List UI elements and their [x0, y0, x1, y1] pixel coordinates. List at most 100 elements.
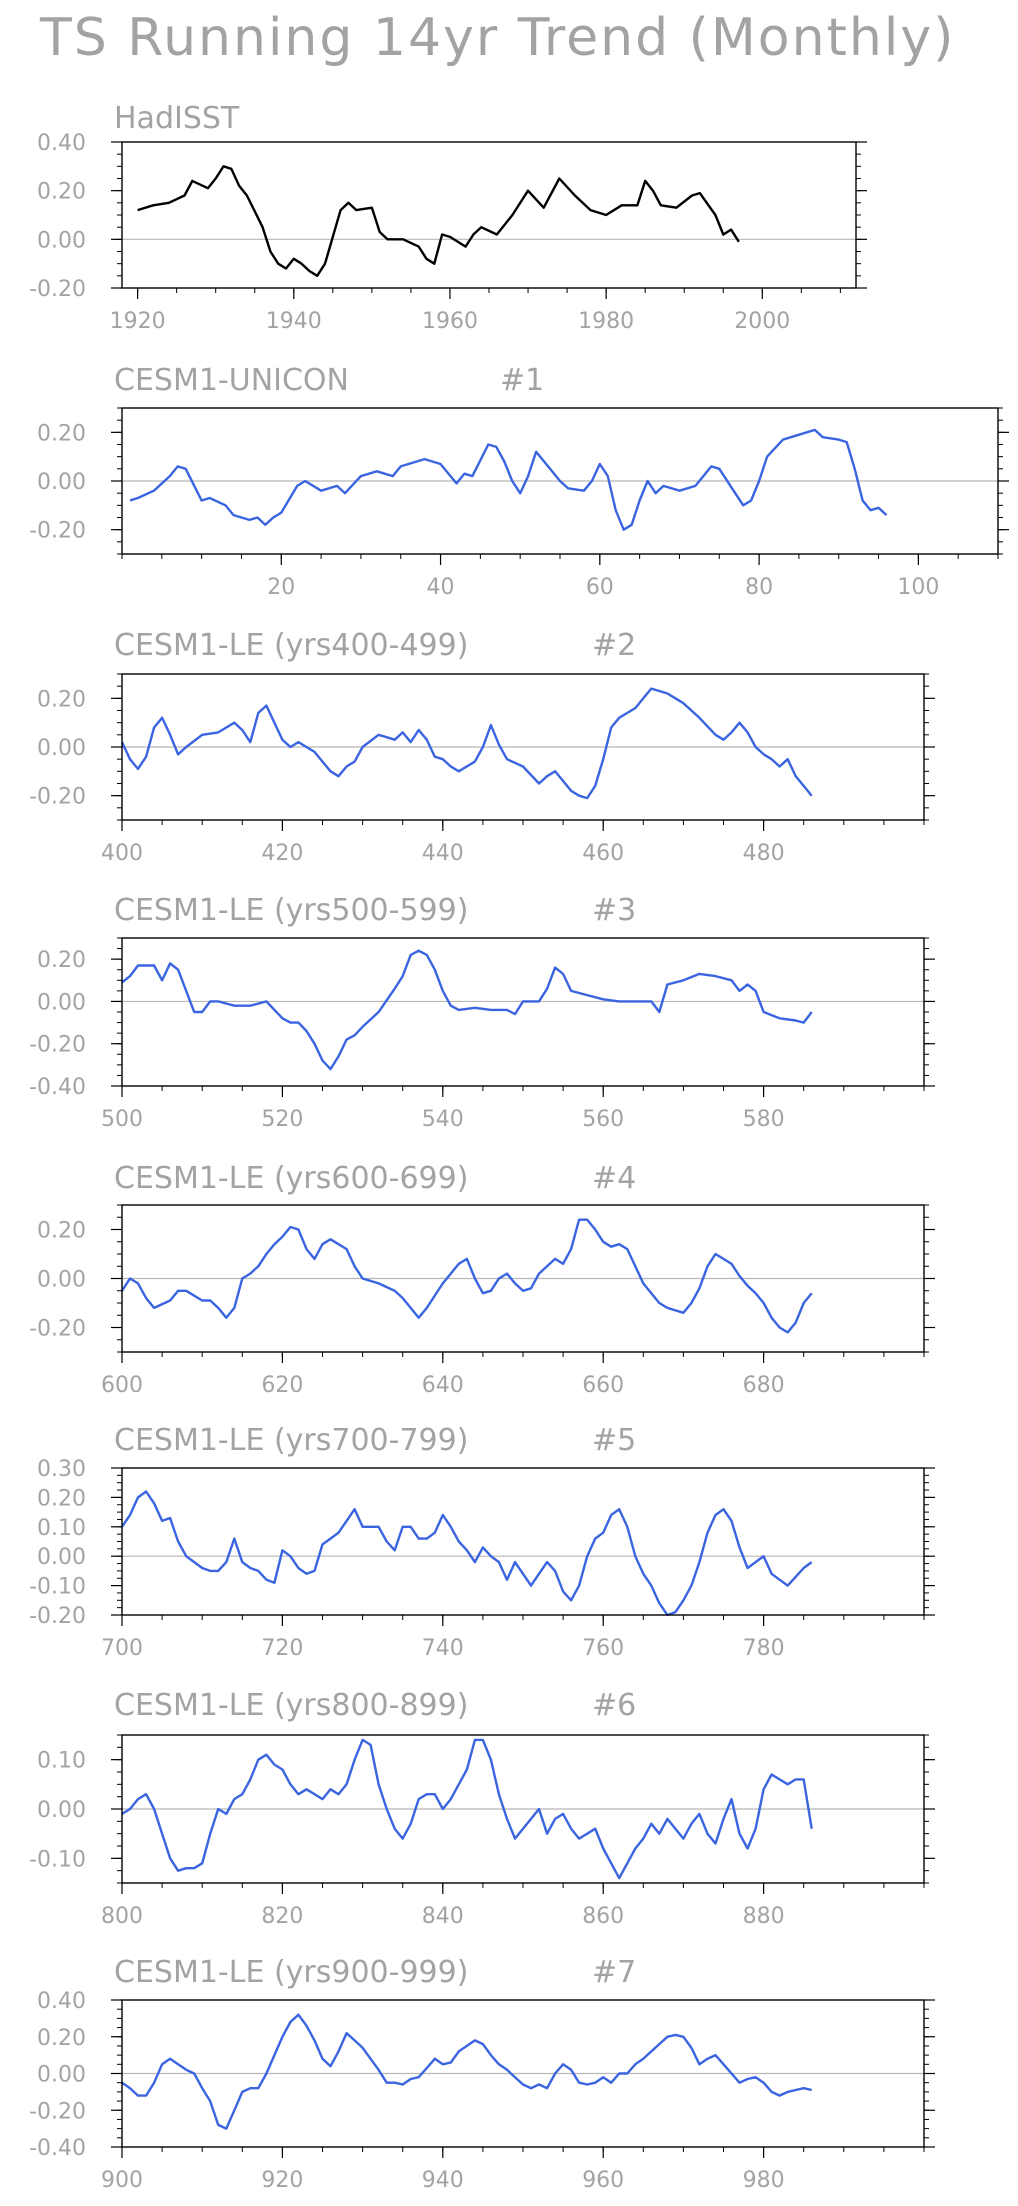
panel-run-tag: #1 [500, 363, 544, 398]
x-tick-label: 500 [101, 1107, 143, 1132]
x-tick-label: 940 [422, 2168, 464, 2193]
y-tick-label: 0.40 [37, 1989, 86, 2014]
y-tick-label: 0.00 [37, 228, 86, 253]
x-tick-label: 640 [422, 1373, 464, 1398]
series-line [121, 1490, 813, 1617]
series-line [129, 428, 888, 531]
y-tick-label: 0.20 [37, 687, 86, 712]
x-tick-label: 840 [422, 1904, 464, 1929]
x-tick-label: 480 [743, 841, 785, 866]
series-line [120, 1218, 813, 1334]
plot-frame [121, 1999, 925, 2148]
y-tick-label: -0.20 [29, 1033, 86, 1058]
series-line [120, 687, 813, 800]
x-tick-label: 780 [743, 1636, 785, 1661]
x-tick-label: 440 [422, 841, 464, 866]
x-tick-label: 540 [422, 1107, 464, 1132]
x-tick-label: 60 [586, 575, 614, 600]
x-tick-label: 820 [261, 1904, 303, 1929]
plot-frame [121, 1467, 925, 1616]
x-tick-label: 860 [582, 1904, 624, 1929]
x-tick-label: 420 [261, 841, 303, 866]
figure-title: TS Running 14yr Trend (Monthly) [40, 8, 956, 68]
x-tick-label: 460 [582, 841, 624, 866]
x-tick-label: 600 [101, 1373, 143, 1398]
panel-run-tag: #2 [592, 628, 636, 663]
x-tick-label: 1920 [110, 309, 166, 334]
y-tick-label: 0.10 [37, 1516, 86, 1541]
y-tick-label: -0.20 [29, 519, 86, 544]
y-tick-label: -0.10 [29, 1575, 86, 1600]
x-tick-label: 560 [582, 1107, 624, 1132]
series-line [121, 2013, 812, 2130]
panel-title: CESM1-LE (yrs500-599) [114, 893, 468, 928]
x-tick-label: 100 [897, 575, 939, 600]
y-tick-label: 0.20 [37, 180, 86, 205]
panel-run-tag: #7 [592, 1955, 636, 1990]
y-tick-label: 0.00 [37, 1268, 86, 1293]
x-tick-label: 20 [267, 575, 295, 600]
panel-run-tag: #4 [592, 1161, 636, 1196]
y-tick-label: 0.40 [37, 131, 86, 156]
panel-title: CESM1-LE (yrs800-899) [114, 1688, 468, 1723]
panel-title: CESM1-LE (yrs900-999) [114, 1955, 468, 1990]
y-tick-label: 0.00 [37, 470, 86, 495]
y-tick-label: -0.20 [29, 1317, 86, 1342]
x-tick-label: 660 [582, 1373, 624, 1398]
x-tick-label: 960 [582, 2168, 624, 2193]
y-tick-label: 0.30 [37, 1457, 86, 1482]
x-tick-label: 1980 [578, 309, 634, 334]
series-line [121, 1738, 813, 1880]
plot-frame [121, 1204, 925, 1353]
y-tick-label: 0.20 [37, 948, 86, 973]
y-tick-label: 0.20 [37, 2026, 86, 2051]
x-tick-label: 1940 [266, 309, 322, 334]
y-tick-label: 0.00 [37, 1545, 86, 1570]
x-tick-label: 920 [261, 2168, 303, 2193]
panel-title: HadISST [114, 101, 240, 136]
plot-frame [121, 673, 925, 821]
y-tick-label: 0.00 [37, 736, 86, 761]
x-tick-label: 620 [261, 1373, 303, 1398]
panel-title: CESM1-LE (yrs400-499) [114, 628, 468, 663]
x-tick-label: 520 [261, 1107, 303, 1132]
x-tick-label: 2000 [734, 309, 790, 334]
y-tick-label: -0.40 [29, 1075, 86, 1100]
panel-run-tag: #6 [592, 1688, 636, 1723]
y-tick-label: 0.10 [37, 1749, 86, 1774]
plot-frame [121, 937, 925, 1087]
panel-run-tag: #5 [592, 1423, 636, 1458]
x-tick-label: 40 [427, 575, 455, 600]
x-tick-label: 580 [743, 1107, 785, 1132]
x-tick-label: 760 [582, 1636, 624, 1661]
x-tick-label: 1960 [422, 309, 478, 334]
y-tick-label: 0.00 [37, 1798, 86, 1823]
y-tick-label: -0.40 [29, 2136, 86, 2161]
x-tick-label: 700 [101, 1636, 143, 1661]
x-tick-label: 720 [261, 1636, 303, 1661]
series-line [137, 165, 740, 277]
x-tick-label: 900 [101, 2168, 143, 2193]
y-tick-label: -0.20 [29, 785, 86, 810]
x-tick-label: 740 [422, 1636, 464, 1661]
x-tick-label: 980 [743, 2168, 785, 2193]
x-tick-label: 800 [101, 1904, 143, 1929]
plot-frame [121, 1734, 925, 1884]
panel-title: CESM1-LE (yrs700-799) [114, 1423, 468, 1458]
x-tick-label: 880 [743, 1904, 785, 1929]
plot-frame [121, 141, 857, 289]
x-tick-label: 680 [743, 1373, 785, 1398]
y-tick-label: 0.20 [37, 1486, 86, 1511]
x-tick-label: 400 [101, 841, 143, 866]
x-tick-label: 80 [745, 575, 773, 600]
y-tick-label: 0.20 [37, 1219, 86, 1244]
y-tick-label: 0.20 [37, 421, 86, 446]
y-tick-label: -0.20 [29, 2099, 86, 2124]
panel-title: CESM1-UNICON [114, 363, 349, 398]
plot-frame [121, 407, 999, 555]
y-tick-label: -0.20 [29, 1604, 86, 1629]
y-tick-label: 0.00 [37, 990, 86, 1015]
y-tick-label: -0.20 [29, 277, 86, 302]
y-tick-label: -0.10 [29, 1847, 86, 1872]
